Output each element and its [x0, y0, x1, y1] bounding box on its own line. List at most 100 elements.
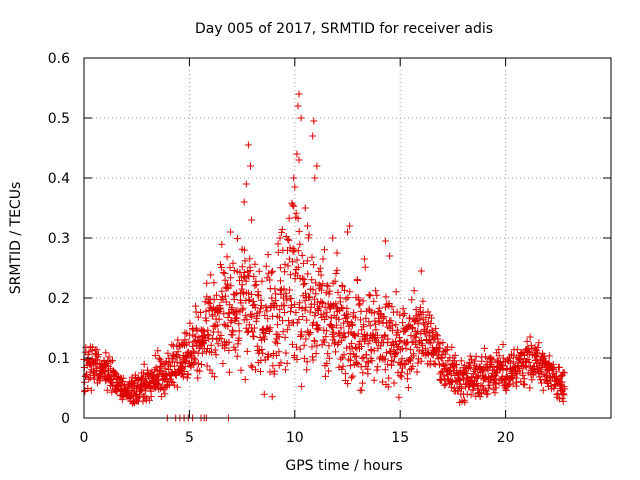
data-point [499, 366, 507, 374]
data-point [319, 255, 327, 263]
data-point [312, 290, 320, 298]
data-point [358, 386, 366, 394]
data-point [379, 314, 387, 322]
data-point [258, 326, 266, 334]
data-point [484, 390, 492, 398]
data-point [305, 231, 313, 239]
data-point [346, 350, 354, 357]
data-point [417, 357, 425, 365]
data-point [325, 342, 333, 350]
data-point [261, 312, 269, 319]
data-point [246, 255, 254, 263]
data-point [236, 277, 243, 285]
data-point [209, 311, 217, 319]
data-point [230, 290, 238, 298]
data-point [351, 353, 359, 361]
data-point [381, 331, 389, 339]
data-point [103, 386, 111, 394]
data-point [465, 383, 473, 391]
data-point [219, 269, 227, 277]
data-point [319, 280, 327, 288]
data-point [243, 347, 251, 355]
data-point [300, 275, 308, 283]
data-point [288, 199, 296, 207]
data-point [444, 357, 452, 365]
data-point [224, 323, 232, 330]
data-point [398, 355, 406, 363]
data-point [359, 379, 367, 387]
data-point [274, 248, 282, 256]
data-point [254, 288, 262, 296]
data-point [395, 343, 403, 351]
data-point [396, 372, 404, 380]
data-point [264, 353, 272, 361]
data-point [289, 201, 297, 209]
data-point [269, 267, 277, 275]
data-point [381, 237, 389, 245]
data-point [306, 329, 314, 337]
data-point [237, 299, 245, 307]
data-point [525, 358, 533, 366]
data-point [392, 288, 400, 296]
data-point [218, 240, 226, 248]
data-point [309, 356, 317, 364]
data-point [215, 315, 223, 323]
data-point [294, 263, 302, 271]
data-point [423, 323, 431, 331]
data-point [94, 351, 102, 358]
data-point [276, 286, 284, 294]
data-point [164, 349, 172, 357]
data-point [534, 344, 542, 352]
data-point [528, 345, 536, 353]
data-point [328, 322, 335, 330]
data-point [441, 350, 449, 358]
data-point [347, 357, 354, 365]
data-point [333, 266, 341, 274]
y-tick-label: 0.5 [48, 111, 70, 127]
data-point [246, 267, 254, 275]
data-point [526, 384, 534, 392]
data-point [339, 334, 347, 341]
axis-ticks: 0 0.1 0.2 0.3 0.4 0.5 0.6 0 5 10 15 20 [48, 51, 611, 446]
data-point [341, 286, 348, 294]
data-point [476, 393, 484, 401]
data-point [374, 331, 381, 339]
data-point [486, 381, 494, 389]
data-point [352, 343, 359, 351]
data-point [373, 291, 381, 299]
data-point [248, 216, 256, 224]
data-point [298, 305, 306, 313]
data-point [262, 262, 270, 270]
data-point [533, 355, 541, 363]
data-point [227, 274, 235, 282]
data-point [410, 287, 418, 295]
data-point [268, 294, 276, 302]
data-point [232, 315, 240, 323]
data-point [414, 320, 422, 328]
data-point [82, 372, 90, 380]
data-point [388, 303, 396, 311]
data-point [235, 327, 243, 335]
data-point [303, 257, 311, 265]
data-point [295, 304, 303, 311]
data-point [381, 355, 389, 363]
data-point [219, 360, 227, 367]
data-point [375, 318, 383, 326]
data-point [492, 384, 500, 392]
y-tick-label: 0.6 [48, 51, 70, 67]
data-point [321, 246, 328, 254]
data-point [273, 339, 281, 347]
data-point [406, 357, 414, 365]
data-point [313, 342, 321, 350]
data-point [380, 313, 388, 321]
data-point [261, 335, 268, 343]
data-point [194, 313, 202, 321]
data-point [344, 318, 352, 326]
data-point [259, 349, 267, 357]
data-point [324, 282, 332, 290]
data-point [312, 279, 320, 287]
data-point [147, 387, 155, 395]
data-point [183, 330, 191, 338]
data-point [410, 352, 418, 360]
